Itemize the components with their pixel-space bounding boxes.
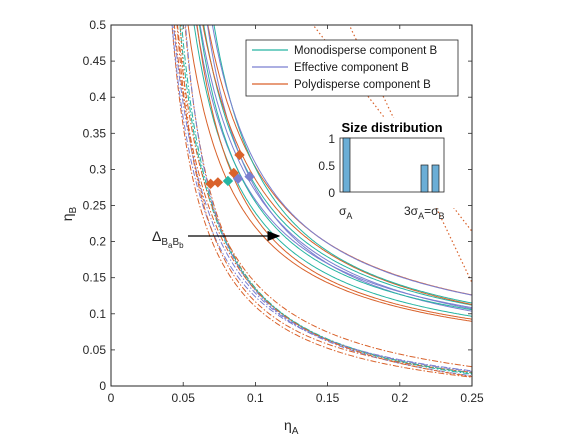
inset-xtick-sigma-a: σA [339,204,352,221]
inset-xtick-sigma-b: 3σA=σB [404,204,445,221]
y-tick-label: 0.45 [83,54,107,68]
inset-bar [342,137,351,193]
critical-point-marker [244,171,255,182]
curve-group [171,25,472,378]
legend: Monodisperse component B Effective compo… [245,39,459,97]
x-axis-ticks: 0 0.05 0.1 0.15 0.2 0.25 [108,25,484,405]
binodal-curve [198,25,472,311]
binodal-curve [211,25,472,296]
x-tick-label: 0.25 [460,391,484,405]
dotted-curve [179,25,206,206]
y-tick-label: 0.2 [89,235,106,249]
y-axis-label: ηB [59,206,79,221]
spinodal-curve [173,25,472,378]
y-tick-label: 0.5 [89,18,106,32]
y-tick-label: 0.25 [83,199,107,213]
y-tick-label: 0.3 [89,162,106,176]
critical-point-marker [232,173,244,184]
critical-point-marker [212,177,224,188]
spinodal-curve [171,25,472,378]
inset-title: Size distribution [341,120,442,135]
legend-label-effective: Effective component B [294,62,409,74]
annotation-label: ΔBaBb [152,228,184,250]
y-tick-label: 0.4 [89,90,106,104]
binodal-curve [206,25,472,312]
y-tick-label: 0.15 [83,271,107,285]
x-tick-label: 0.1 [247,391,264,405]
inset-ytick-0: 0 [328,186,335,200]
spinodal-curve [185,25,472,372]
binodal-curve [213,25,472,304]
legend-label-mono: Monodisperse component B [294,45,438,57]
y-tick-label: 0.35 [83,126,107,140]
inset-bars [342,137,440,193]
legend-box [245,39,459,97]
x-tick-label: 0.2 [391,391,408,405]
inset-bar [420,164,429,193]
inset-bar [431,164,440,193]
inset-axes-box [339,137,445,193]
y-axis-ticks: 0 0.05 0.1 0.15 0.2 0.25 0.3 0.35 0.4 0.45 0.5 [83,18,472,393]
x-tick-label: 0 [108,391,115,405]
y-tick-label: 0.05 [83,343,107,357]
inset-ytick-0.5: 0.5 [318,159,335,173]
critical-point-marker [228,167,239,179]
x-axis-label: ηA [284,417,299,437]
binodal-curve [196,25,472,320]
x-tick-label: 0.05 [172,391,196,405]
binodal-curve [199,25,472,310]
spinodal-curve [184,25,472,374]
y-tick-label: 0 [99,379,106,393]
critical-point-marker [234,149,245,161]
inset-size-distribution: Size distribution 1 0.5 0 σA 3σA=σB [318,118,456,221]
inset-ytick-1: 1 [328,132,335,146]
x-tick-label: 0.15 [316,391,340,405]
y-tick-label: 0.1 [89,307,106,321]
critical-point-marker [222,175,234,187]
marker-group [205,149,255,190]
legend-label-poly: Polydisperse component B [294,79,431,91]
spinodal-curve [172,25,472,377]
binodal-curve [187,25,472,322]
